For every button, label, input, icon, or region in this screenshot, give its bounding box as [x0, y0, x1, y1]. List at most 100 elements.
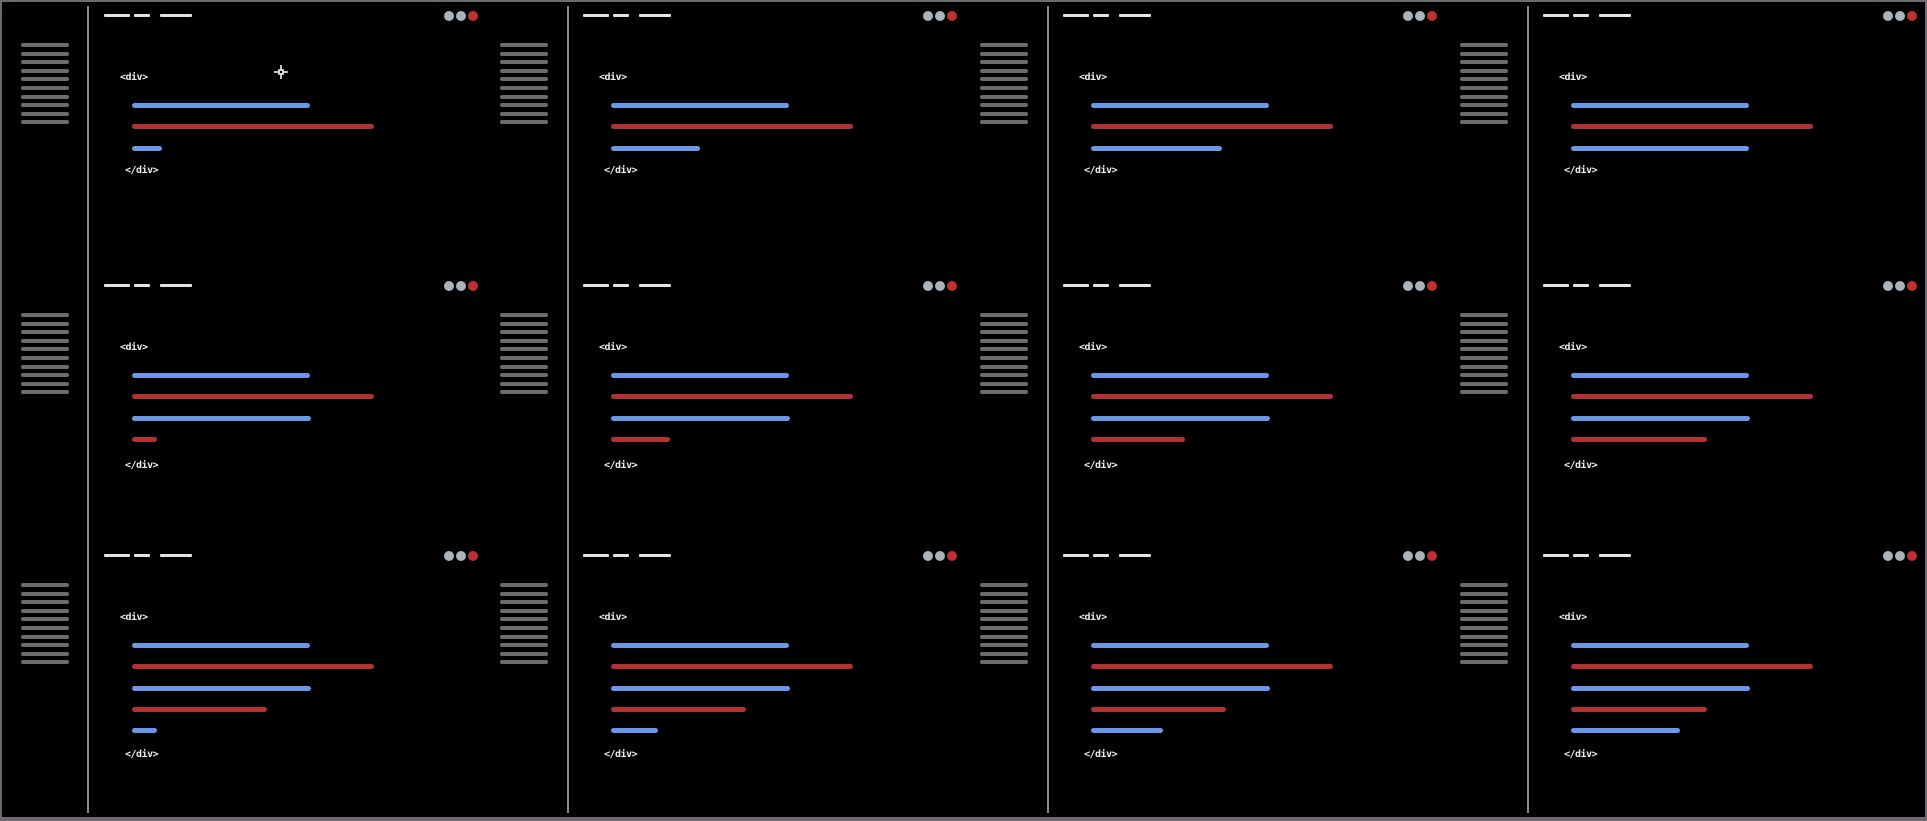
red-code-line [611, 124, 853, 130]
gutter-line [21, 321, 69, 326]
close-tag-label: </div> [604, 749, 638, 760]
gray-dot-icon[interactable] [456, 281, 466, 291]
tab-title-segment [1063, 14, 1089, 17]
gutter-line [500, 321, 548, 326]
gray-dot-icon[interactable] [1895, 11, 1905, 21]
gray-dot-icon[interactable] [935, 281, 945, 291]
gutter-line [500, 364, 548, 369]
gutter-line [500, 68, 548, 73]
red-dot-icon[interactable] [1907, 551, 1917, 561]
blue-code-line [132, 103, 310, 108]
gutter-line [500, 94, 548, 99]
tab-title-segment [134, 14, 150, 17]
gray-dot-icon[interactable] [1883, 11, 1893, 21]
gutter-line [21, 103, 69, 108]
gutter-line [980, 77, 1028, 82]
gray-dot-icon[interactable] [923, 11, 933, 21]
red-code-line [1091, 664, 1333, 670]
gray-dot-icon[interactable] [1895, 551, 1905, 561]
gutter-line [21, 111, 69, 116]
gray-dot-icon[interactable] [1403, 11, 1413, 21]
gray-dot-icon[interactable] [935, 551, 945, 561]
gutter-line [500, 356, 548, 360]
gutter-line [980, 583, 1028, 587]
gray-dot-icon[interactable] [1895, 281, 1905, 291]
gutter-line [500, 600, 548, 605]
gutter-line [1460, 330, 1508, 335]
open-tag-label: <div> [599, 72, 627, 83]
red-dot-icon[interactable] [1427, 551, 1437, 561]
gutter-line [500, 313, 548, 317]
tab-title-segment [639, 284, 671, 287]
gray-dot-icon[interactable] [1415, 551, 1425, 561]
gray-dot-icon[interactable] [444, 551, 454, 561]
tab-title-segment [1573, 14, 1589, 17]
red-code-line [1571, 436, 1707, 442]
gutter-line [500, 338, 548, 343]
close-tag-label: </div> [1084, 460, 1118, 471]
gray-dot-icon[interactable] [1415, 281, 1425, 291]
gutter-line [980, 60, 1028, 65]
gutter-line [21, 120, 69, 125]
tab-title-segment [1599, 554, 1631, 557]
gray-dot-icon[interactable] [935, 11, 945, 21]
gutter-line [21, 51, 69, 56]
gutter-line [500, 77, 548, 82]
column-separator [1527, 6, 1529, 813]
gutter-line [980, 43, 1028, 47]
tab-title-segment [104, 284, 130, 287]
red-dot-icon[interactable] [468, 281, 478, 291]
gutter-line [21, 651, 69, 656]
gray-dot-icon[interactable] [444, 281, 454, 291]
gutter-line [500, 43, 548, 47]
gutter-line [500, 634, 548, 639]
gray-dot-icon[interactable] [923, 281, 933, 291]
gray-dot-icon[interactable] [456, 551, 466, 561]
red-dot-icon[interactable] [1907, 281, 1917, 291]
tab-title-segment [104, 14, 130, 17]
red-dot-icon[interactable] [468, 551, 478, 561]
gray-dot-icon[interactable] [1403, 281, 1413, 291]
red-code-line [132, 706, 267, 712]
tab-title-segment [134, 284, 150, 287]
gutter-line [1460, 51, 1508, 56]
red-dot-icon[interactable] [947, 11, 957, 21]
gutter-line [1460, 111, 1508, 116]
open-tag-label: <div> [599, 342, 627, 353]
gutter-line [1460, 77, 1508, 82]
tab-title-segment [1599, 14, 1631, 17]
tab-title-segment [160, 284, 192, 287]
gray-dot-icon[interactable] [1883, 281, 1893, 291]
red-dot-icon[interactable] [947, 281, 957, 291]
red-code-line [611, 664, 853, 670]
gray-dot-icon[interactable] [444, 11, 454, 21]
blue-code-line [132, 145, 162, 151]
gutter-line [500, 120, 548, 125]
gutter-line [1460, 43, 1508, 47]
gray-dot-icon[interactable] [923, 551, 933, 561]
close-tag-label: </div> [1084, 749, 1118, 760]
gutter-line [500, 373, 548, 378]
tab-title-segment [1543, 554, 1569, 557]
gray-dot-icon[interactable] [1883, 551, 1893, 561]
red-dot-icon[interactable] [947, 551, 957, 561]
gutter-line [21, 373, 69, 378]
gray-dot-icon[interactable] [1403, 551, 1413, 561]
gutter-line [500, 103, 548, 108]
close-tag-label: </div> [1564, 165, 1598, 176]
gutter-line [1460, 600, 1508, 605]
blue-code-line [132, 728, 157, 734]
gray-dot-icon[interactable] [456, 11, 466, 21]
gutter-line [1460, 347, 1508, 352]
column-separator [87, 6, 89, 813]
blue-code-line [1571, 145, 1749, 151]
red-dot-icon[interactable] [468, 11, 478, 21]
tab-title-segment [1063, 554, 1089, 557]
gutter-line [980, 356, 1028, 360]
blue-code-line [1091, 103, 1269, 108]
red-dot-icon[interactable] [1427, 11, 1437, 21]
red-dot-icon[interactable] [1907, 11, 1917, 21]
tab-title-segment [639, 554, 671, 557]
red-dot-icon[interactable] [1427, 281, 1437, 291]
gray-dot-icon[interactable] [1415, 11, 1425, 21]
